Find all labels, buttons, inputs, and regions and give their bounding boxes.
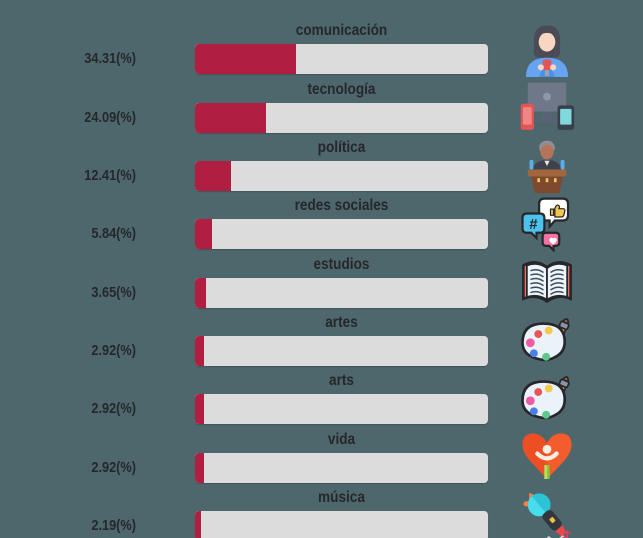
bar-track bbox=[195, 44, 488, 75]
reporter-icon bbox=[519, 21, 575, 77]
category-label: arts bbox=[329, 372, 354, 390]
value-label: 2.92(%) bbox=[91, 400, 136, 418]
category-label: artes bbox=[325, 314, 358, 332]
paint-palette-icon bbox=[519, 371, 575, 427]
bar-fill bbox=[195, 44, 296, 75]
microphone-icon bbox=[519, 488, 575, 538]
value-label: 34.31(%) bbox=[84, 50, 136, 68]
chart-row: 2.19(%) música bbox=[0, 490, 643, 538]
bar-track bbox=[195, 394, 488, 425]
paint-palette-icon bbox=[519, 313, 575, 369]
category-label: tecnología bbox=[307, 80, 376, 98]
category-label: comunicación bbox=[295, 22, 388, 40]
chart-row: 24.09(%) tecnología bbox=[0, 80, 643, 141]
bar-track bbox=[195, 219, 488, 250]
chart-row: 3.65(%) estudios bbox=[0, 255, 643, 316]
bar-fill bbox=[195, 394, 204, 425]
value-label: 2.92(%) bbox=[91, 342, 136, 360]
devices-icon bbox=[519, 80, 575, 136]
devices-icon bbox=[519, 80, 575, 136]
chart-row: 2.92(%) arts bbox=[0, 371, 643, 432]
bar-fill bbox=[195, 511, 202, 538]
value-label: 5.84(%) bbox=[91, 225, 136, 243]
value-label: 24.09(%) bbox=[84, 108, 136, 126]
category-label: redes sociales bbox=[294, 197, 389, 215]
social-media-icon bbox=[519, 196, 575, 252]
value-label: 2.19(%) bbox=[91, 517, 136, 535]
chart-row: 34.31(%) comunicación bbox=[0, 21, 643, 82]
bar-track bbox=[195, 336, 488, 367]
bar-fill bbox=[195, 219, 213, 250]
bar-fill bbox=[195, 452, 204, 483]
social-media-icon bbox=[519, 196, 575, 252]
bar-fill bbox=[195, 277, 206, 308]
chart-row: 5.84(%) redes sociales bbox=[0, 196, 643, 257]
category-label: vida bbox=[327, 430, 356, 448]
open-book-icon bbox=[519, 255, 575, 311]
value-label: 12.41(%) bbox=[84, 167, 136, 184]
bar-fill bbox=[195, 336, 204, 367]
category-label: música bbox=[318, 489, 365, 507]
value-label: 2.92(%) bbox=[91, 458, 136, 476]
chart-row: 2.92(%) vida bbox=[0, 430, 643, 491]
category-label: política bbox=[317, 139, 366, 156]
bar-track bbox=[195, 102, 488, 133]
politician-icon bbox=[519, 138, 575, 194]
chart-row: 12.41(%) política bbox=[0, 138, 643, 199]
microphone-icon bbox=[519, 488, 575, 538]
heart-health-icon bbox=[519, 430, 575, 486]
reporter-icon bbox=[519, 21, 575, 77]
open-book-icon bbox=[519, 255, 575, 311]
bar-track bbox=[195, 511, 488, 538]
paint-palette-icon bbox=[519, 371, 575, 427]
bar-track bbox=[195, 452, 488, 483]
bar-track bbox=[195, 277, 488, 308]
bar-fill bbox=[195, 102, 266, 133]
value-label: 3.65(%) bbox=[91, 283, 136, 301]
category-label: estudios bbox=[313, 255, 370, 273]
politician-icon bbox=[519, 138, 575, 194]
heart-health-icon bbox=[519, 430, 575, 486]
paint-palette-icon bbox=[519, 313, 575, 369]
bar-fill bbox=[195, 161, 232, 191]
chart-row: 2.92(%) artes bbox=[0, 313, 643, 374]
bar-track bbox=[195, 161, 488, 191]
